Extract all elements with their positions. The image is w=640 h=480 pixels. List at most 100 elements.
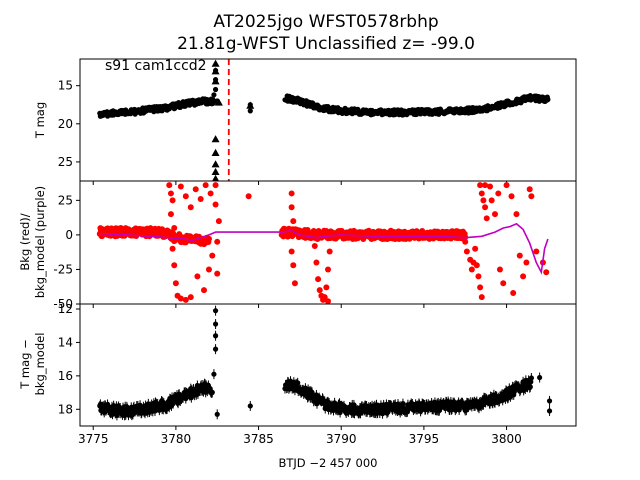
top-data-point	[211, 92, 217, 98]
bot-ytick-label: 16	[58, 369, 73, 383]
mid-data-point	[206, 235, 212, 242]
top-data-point	[212, 86, 219, 93]
bot-ytick-label: 14	[58, 335, 73, 349]
mid-data-point	[483, 215, 490, 222]
bot-ylabel-line2: bkg_model	[33, 333, 47, 396]
mid-data-point	[325, 298, 331, 304]
bot-plot-area	[97, 305, 553, 421]
mid-ytick-label: 25	[58, 193, 73, 207]
mid-data-point	[488, 197, 495, 204]
mid-data-point	[171, 224, 178, 231]
bot-data-point	[211, 371, 217, 377]
x-axis-label: BTJD −2 457 000	[279, 456, 378, 470]
mid-data-point	[495, 190, 502, 197]
mid-data-point	[543, 269, 550, 276]
bot-data-point	[214, 411, 220, 417]
mid-data-point	[523, 259, 530, 266]
mid-ytick-label: -25	[53, 262, 73, 276]
bot-data-point	[212, 308, 219, 314]
top-upper-limit-marker	[211, 135, 220, 143]
mid-data-point	[473, 262, 480, 269]
mid-data-point	[288, 204, 295, 211]
mid-data-point	[182, 193, 189, 200]
mid-data-point	[167, 211, 174, 218]
bot-axes-frame	[79, 303, 577, 427]
bot-data-point	[385, 409, 391, 415]
mid-data-point	[510, 289, 517, 296]
mid-data-point	[291, 280, 298, 287]
panel-bottom-tmag-minus-bkg: T mag − bkg_model BTJD −2 457 000 12 14 16…	[18, 302, 577, 470]
mid-data-point	[207, 190, 214, 197]
bot-data-point	[527, 384, 533, 390]
mid-data-point	[526, 186, 533, 193]
mid-data-point	[177, 295, 184, 302]
top-annotation: s91 cam1ccd2	[105, 58, 207, 74]
xtick-label: 3775	[78, 432, 109, 446]
bot-data-point	[212, 321, 219, 327]
bot-data-point	[528, 375, 535, 381]
mid-data-point	[482, 182, 489, 189]
mid-data-point	[503, 182, 510, 189]
bot-data-point	[209, 389, 215, 395]
top-upper-limit-marker	[214, 98, 223, 106]
mid-data-point	[201, 287, 207, 294]
mid-data-point	[528, 193, 535, 200]
mid-data-point	[480, 197, 487, 204]
mid-data-point	[477, 182, 484, 189]
xtick-label: 3800	[491, 432, 522, 446]
mid-data-point	[468, 266, 475, 273]
mid-data-point	[202, 182, 209, 189]
top-axes-frame	[79, 58, 577, 182]
mid-data-point	[167, 190, 174, 197]
bot-ytick-label: 18	[58, 402, 73, 416]
bot-data-point	[546, 408, 553, 414]
top-ytick-label: 15	[58, 79, 73, 93]
mid-data-point	[209, 252, 216, 259]
mid-data-point	[288, 248, 295, 255]
mid-data-point	[187, 294, 194, 301]
mid-ylabel-line2: bkg_model (purple)	[33, 186, 47, 298]
bot-data-point	[247, 403, 253, 409]
top-upper-limit-marker	[211, 160, 220, 168]
mid-data-point	[491, 211, 498, 218]
top-ytick-label: 25	[58, 155, 73, 169]
mid-data-point	[313, 259, 320, 266]
mid-data-point	[194, 273, 201, 280]
bot-data-point	[212, 333, 219, 339]
mid-data-point	[166, 182, 173, 189]
xtick-label: 3795	[409, 432, 440, 446]
mid-data-point	[500, 280, 507, 287]
xtick-label: 3790	[326, 432, 357, 446]
panel-middle-background: Bkg (red)/ bkg_model (purple) -50 -25 0 25	[18, 180, 577, 311]
mid-data-point	[169, 245, 176, 252]
mid-data-point	[192, 186, 199, 193]
mid-data-point	[316, 287, 323, 294]
top-upper-limit-marker	[246, 101, 255, 109]
mid-data-point	[477, 284, 484, 291]
xtick-label: 3780	[161, 432, 192, 446]
bot-data-point	[537, 374, 543, 381]
mid-model-line	[99, 222, 549, 275]
mid-ytick-label: 0	[65, 228, 73, 242]
mid-data-point	[513, 211, 520, 218]
mid-data-point	[487, 183, 494, 190]
mid-data-point	[516, 252, 523, 259]
bot-data-point	[400, 401, 406, 407]
top-ylabel: T mag	[33, 102, 47, 139]
mid-ylabel-line1: Bkg (red)/	[18, 213, 32, 270]
mid-data-point	[321, 294, 328, 301]
mid-data-point	[182, 296, 189, 303]
mid-data-point	[496, 266, 503, 273]
mid-data-point	[508, 193, 515, 200]
mid-data-point	[212, 182, 219, 189]
mid-data-point	[171, 262, 178, 269]
top-upper-limit-marker	[211, 59, 220, 67]
xtick-label: 3785	[243, 432, 274, 446]
mid-ytick-label: -50	[53, 297, 73, 311]
mid-data-point	[187, 204, 194, 211]
mid-data-point	[245, 193, 252, 200]
mid-data-point	[463, 248, 470, 255]
mid-data-point	[478, 294, 485, 301]
top-data-point	[247, 108, 253, 114]
